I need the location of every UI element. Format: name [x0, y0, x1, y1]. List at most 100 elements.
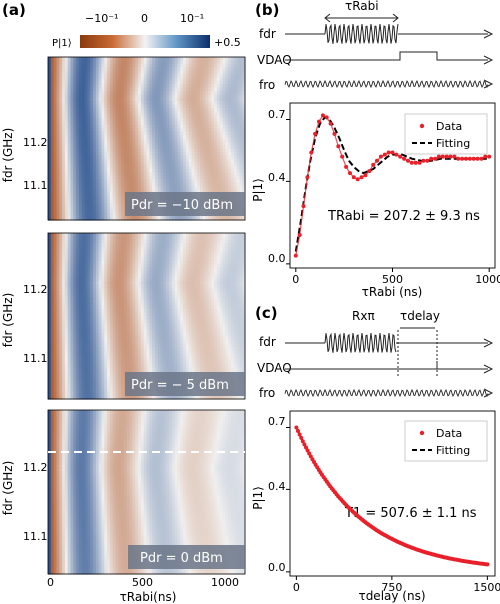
- heatmap-2-cell: [90, 305, 94, 310]
- heatmap-1-cell: [56, 94, 60, 99]
- heatmap-2-cell: [177, 243, 181, 248]
- heatmap-1-cell: [230, 80, 235, 85]
- heatmap-1-cell: [225, 107, 229, 112]
- heatmap-2-cell: [239, 288, 243, 293]
- heatmap-2-cell: [233, 271, 238, 276]
- heatmap-2-cell: [225, 302, 229, 307]
- heatmap-1-cell: [56, 196, 60, 201]
- heatmap-1-cell: [104, 182, 108, 187]
- heatmap-2-cell: [56, 309, 60, 314]
- heatmap-2-cell: [233, 253, 238, 258]
- heatmap-1-cell: [199, 107, 204, 112]
- heatmap-1-cell: [160, 138, 164, 143]
- heatmap-2-cell: [208, 288, 212, 293]
- heatmap-1-cell: [121, 216, 125, 221]
- heatmap-1-cell: [177, 189, 181, 194]
- heatmap-1-cell: [222, 101, 226, 106]
- heatmap-1-cell: [154, 67, 159, 72]
- heatmap-2-cell: [112, 309, 117, 314]
- heatmap-1-cell: [109, 196, 114, 201]
- heatmap-1-cell: [169, 175, 173, 180]
- heatmap-2-cell: [191, 264, 195, 269]
- heatmap-1-cell: [90, 60, 94, 65]
- heatmap-2-cell: [78, 291, 83, 296]
- heatmap-2-cell: [70, 257, 74, 262]
- heatmap-1-cell: [93, 213, 97, 218]
- heatmap-1-cell: [81, 84, 86, 89]
- heatmap-1-cell: [222, 152, 226, 157]
- heatmap-1-cell: [197, 179, 201, 184]
- heatmap-2-cell: [228, 298, 232, 303]
- heatmap-1-cell: [129, 135, 134, 140]
- heatmap-1-cell: [109, 165, 114, 170]
- heatmap-1-cell: [84, 128, 88, 133]
- heatmap-1-cell: [199, 63, 204, 68]
- heatmap-1-cell: [73, 111, 77, 116]
- heatmap-1-cell: [225, 118, 229, 123]
- heatmap-1-cell: [191, 73, 195, 78]
- heatmap-1-cell: [233, 186, 238, 191]
- heatmap-1-cell: [171, 175, 176, 180]
- heatmap-1-cell: [152, 73, 156, 78]
- heatmap-1-cell: [149, 165, 153, 170]
- heatmap-2-cell: [228, 243, 232, 248]
- heatmap-1-cell: [53, 141, 58, 146]
- heatmap-1-cell: [214, 165, 218, 170]
- heatmap-2-cell: [129, 281, 134, 286]
- heatmap-1-cell: [104, 121, 108, 126]
- heatmap-1-cell: [242, 87, 246, 92]
- heatmap-1-cell: [59, 155, 63, 160]
- heatmap-2-cell: [84, 295, 88, 300]
- heatmap-1-cell: [50, 199, 55, 204]
- heatmap-1-cell: [169, 90, 173, 95]
- heatmap-2-cell: [154, 295, 159, 300]
- heatmap-1-cell: [48, 111, 52, 116]
- heatmap-1-cell: [132, 186, 136, 191]
- heatmap-2-cell: [160, 267, 164, 272]
- heatmap-1-cell: [95, 111, 100, 116]
- heatmap-1-cell: [123, 60, 128, 65]
- heatmap-1-cell: [78, 124, 83, 129]
- heatmap-1-cell: [59, 203, 63, 208]
- heatmap-1-cell: [199, 155, 204, 160]
- heatmap-1-cell: [48, 169, 52, 174]
- heatmap-2-cell: [216, 309, 221, 314]
- heatmap-1-cell: [56, 111, 60, 116]
- heatmap-2-cell: [188, 236, 193, 241]
- heatmap-1-cell: [76, 199, 80, 204]
- heatmap-1-cell: [157, 158, 162, 163]
- heatmap-2-cell: [115, 246, 119, 251]
- heatmap-1-cell: [101, 77, 105, 82]
- heatmap-2-cell: [90, 233, 94, 238]
- heatmap-1-cell: [135, 216, 139, 221]
- heatmap-1-cell: [109, 80, 114, 85]
- heatmap-1-cell: [112, 189, 117, 194]
- heatmap-1-cell: [157, 73, 162, 78]
- heatmap-1-cell: [98, 186, 103, 191]
- heatmap-1-cell: [76, 155, 80, 160]
- heatmap-1-cell: [233, 216, 238, 221]
- heatmap-2-cell: [53, 233, 58, 238]
- heatmap-1-cell: [180, 67, 184, 72]
- heatmap-2-cell: [208, 253, 212, 258]
- heatmap-2-cell: [160, 281, 164, 286]
- heatmap-1-cell: [188, 216, 193, 221]
- heatmap-2-cell: [205, 295, 210, 300]
- heatmap-1-cell: [163, 73, 167, 78]
- heatmap-1-cell: [228, 94, 232, 99]
- heatmap-2-cell: [56, 281, 60, 286]
- heatmap-1-cell: [132, 175, 136, 180]
- heatmap-2-cell: [143, 295, 148, 300]
- heatmap-2-cell: [112, 250, 117, 255]
- heatmap-2-cell: [126, 267, 131, 272]
- heatmap-1-cell: [154, 57, 159, 61]
- heatmap-2-cell: [216, 295, 221, 300]
- heatmap-2-cell: [214, 309, 218, 314]
- heatmap-2-cell: [138, 239, 142, 244]
- heatmap-1-cell: [202, 172, 207, 177]
- heatmap-2-cell: [188, 274, 193, 279]
- heatmap-1-cell: [67, 213, 72, 218]
- heatmap-2-cell: [219, 239, 224, 244]
- heatmap-1-cell: [138, 189, 142, 194]
- heatmap-2-cell: [78, 298, 83, 303]
